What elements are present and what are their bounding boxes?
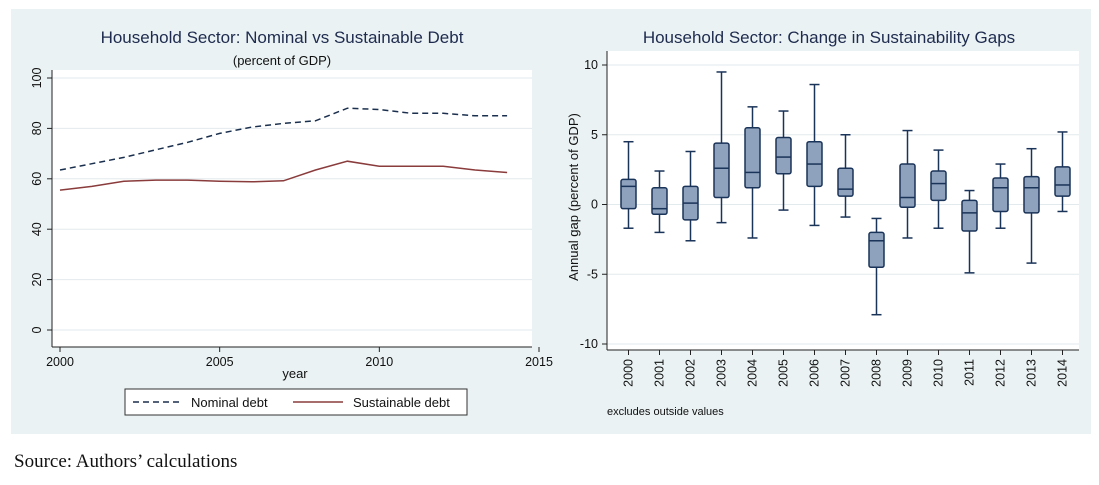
box-2004 bbox=[744, 106, 761, 239]
line-y-tick-label: 60 bbox=[30, 172, 44, 186]
line-x-tick-label: 2015 bbox=[525, 355, 553, 369]
box-axes: -10 -5 0 5 10 2000 2001 2002 2003 2004 2005 2006 200… bbox=[580, 51, 1079, 387]
box-x-tick-label: 2000 bbox=[622, 359, 636, 387]
box-2010 bbox=[930, 149, 947, 229]
legend: Nominal debt Sustainable debt bbox=[124, 388, 468, 416]
charts-canvas: Household Sector: Nominal vs Sustainable… bbox=[30, 28, 1079, 418]
line-chart-title: Household Sector: Nominal vs Sustainable… bbox=[101, 28, 464, 47]
box-2014 bbox=[1054, 131, 1071, 213]
line-axes: 0 20 40 60 80 100 2000 2005 2010 2015 bbox=[30, 68, 553, 369]
box-y-tick-label: -10 bbox=[580, 337, 598, 351]
box-y-axis-label: Annual gap (percent of GDP) bbox=[566, 113, 581, 281]
box-iqr bbox=[961, 199, 978, 232]
box-iqr bbox=[713, 142, 730, 199]
box-iqr bbox=[1054, 166, 1071, 197]
box-2012 bbox=[992, 163, 1009, 229]
box-iqr bbox=[930, 170, 947, 202]
line-y-tick-label: 100 bbox=[30, 68, 44, 89]
box-2002 bbox=[682, 150, 699, 242]
line-y-tick-label: 0 bbox=[30, 326, 44, 333]
box-chart-note: excludes outside values bbox=[607, 406, 724, 418]
box-chart: Household Sector: Change in Sustainabili… bbox=[566, 28, 1079, 418]
box-x-tick-label: 2012 bbox=[994, 359, 1008, 387]
line-y-tick-label: 20 bbox=[30, 273, 44, 287]
line-x-tick-label: 2000 bbox=[46, 355, 74, 369]
box-iqr bbox=[620, 178, 637, 210]
box-iqr bbox=[775, 136, 792, 175]
line-x-tick-label: 2010 bbox=[365, 355, 393, 369]
box-x-tick-label: 2004 bbox=[746, 359, 760, 387]
box-x-tick-label: 2014 bbox=[1056, 359, 1070, 387]
box-2006 bbox=[806, 83, 823, 227]
box-x-tick-label: 2010 bbox=[932, 359, 946, 387]
box-x-tick-label: 2009 bbox=[901, 359, 915, 387]
box-iqr bbox=[744, 127, 761, 189]
box-iqr bbox=[868, 231, 885, 269]
line-x-tick-label: 2005 bbox=[206, 355, 234, 369]
box-iqr bbox=[1023, 175, 1040, 214]
nominal-debt-line bbox=[59, 107, 508, 171]
box-x-tick-label: 2002 bbox=[684, 359, 698, 387]
line-x-axis-label: year bbox=[282, 366, 308, 381]
box-x-tick-label: 2006 bbox=[808, 359, 822, 387]
box-x-tick-label: 2003 bbox=[715, 359, 729, 387]
box-x-tick-label: 2007 bbox=[839, 359, 853, 387]
box-iqr bbox=[899, 163, 916, 209]
box-x-tick-label: 2008 bbox=[870, 359, 884, 387]
line-chart: Household Sector: Nominal vs Sustainable… bbox=[30, 28, 553, 416]
box-y-tick-label: 10 bbox=[584, 58, 598, 72]
box-chart-title: Household Sector: Change in Sustainabili… bbox=[643, 28, 1015, 47]
sustainable-debt-line bbox=[59, 160, 508, 191]
box-2007 bbox=[837, 134, 854, 218]
box-2003 bbox=[713, 71, 730, 224]
box-x-tick-label: 2001 bbox=[653, 359, 667, 387]
box-x-tick-label: 2005 bbox=[777, 359, 791, 387]
line-gridlines bbox=[52, 77, 532, 331]
line-plot-area bbox=[52, 70, 532, 347]
legend-label-nominal: Nominal debt bbox=[191, 395, 268, 410]
line-y-tick-label: 40 bbox=[30, 222, 44, 236]
figure-panel: Household Sector: Nominal vs Sustainable… bbox=[11, 9, 1091, 434]
source-note: Source: Authors’ calculations bbox=[14, 451, 238, 472]
line-series-group bbox=[59, 107, 508, 191]
box-2013 bbox=[1023, 147, 1040, 264]
box-iqr bbox=[992, 177, 1009, 213]
box-series-group bbox=[620, 71, 1071, 316]
box-2001 bbox=[651, 170, 668, 234]
box-2009 bbox=[899, 129, 916, 239]
box-iqr bbox=[837, 167, 854, 197]
box-2000 bbox=[620, 140, 637, 229]
box-2005 bbox=[775, 110, 792, 211]
box-x-tick-label: 2011 bbox=[963, 359, 977, 386]
box-y-tick-label: 5 bbox=[591, 128, 598, 142]
box-x-tick-label: 2013 bbox=[1025, 359, 1039, 387]
box-y-tick-label: 0 bbox=[591, 198, 598, 212]
box-2011 bbox=[961, 189, 978, 274]
line-chart-subtitle: (percent of GDP) bbox=[233, 53, 331, 68]
line-y-tick-label: 80 bbox=[30, 121, 44, 135]
box-iqr bbox=[651, 187, 668, 216]
box-y-tick-label: -5 bbox=[587, 267, 598, 281]
box-2008 bbox=[868, 217, 885, 316]
legend-label-sustainable: Sustainable debt bbox=[353, 395, 450, 410]
